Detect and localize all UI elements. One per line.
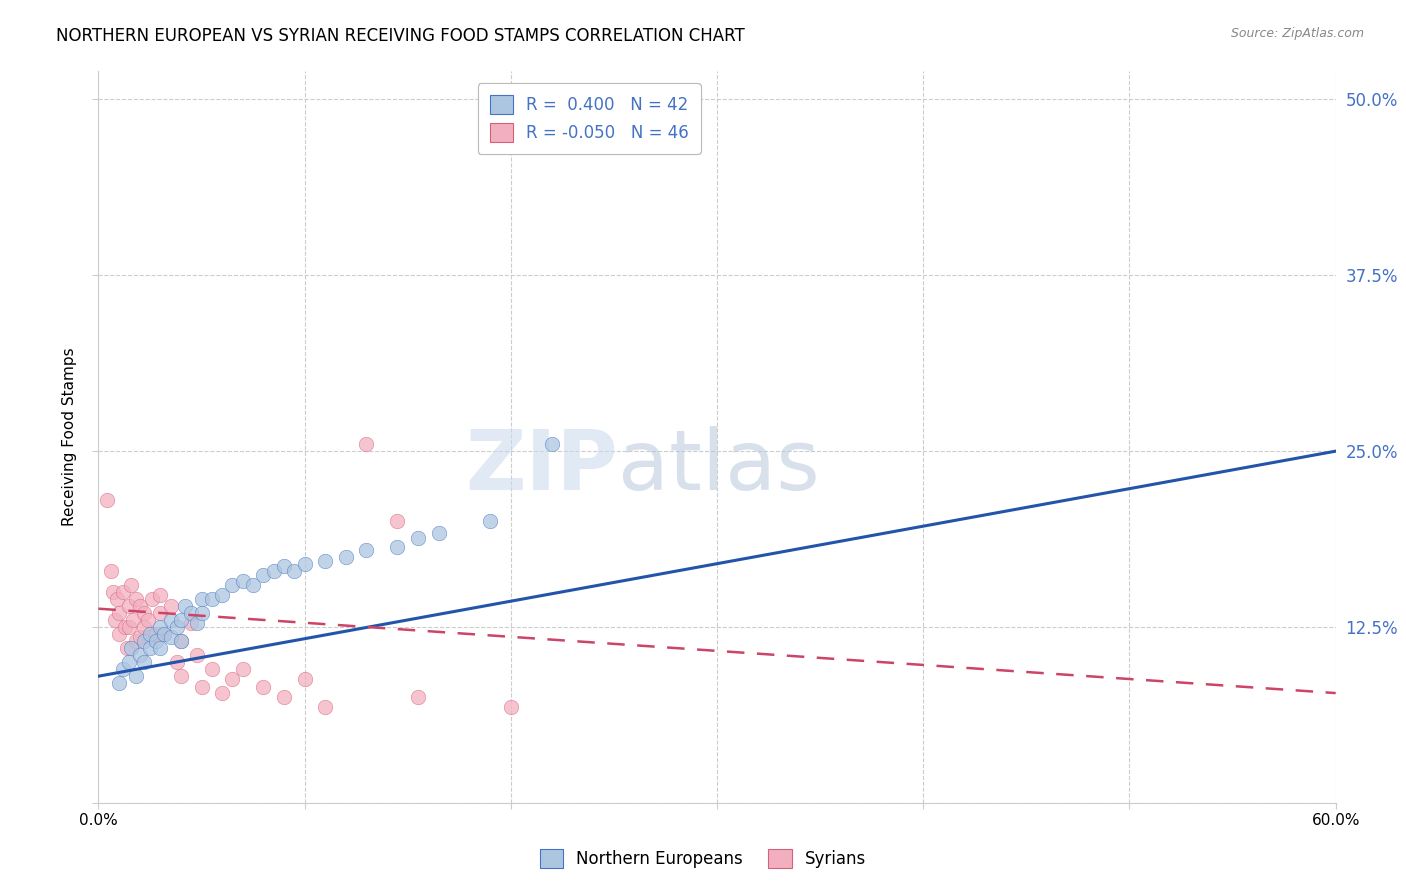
Point [314, 700, 336, 714]
Point [108, 606, 131, 620]
Point [170, 613, 193, 627]
Point [273, 690, 295, 705]
Point [242, 578, 264, 592]
Point [180, 615, 202, 630]
Point [139, 630, 162, 644]
Point [406, 532, 429, 546]
Point [124, 591, 146, 606]
Point [114, 620, 136, 634]
Point [356, 437, 378, 451]
Text: ZIP: ZIP [465, 425, 619, 507]
Point [132, 620, 155, 634]
Point [252, 568, 274, 582]
Point [149, 620, 172, 634]
Point [132, 655, 155, 669]
Legend: R =  0.400   N = 42, R = -0.050   N = 46: R = 0.400 N = 42, R = -0.050 N = 46 [478, 83, 700, 153]
Point [541, 437, 564, 451]
Point [221, 672, 243, 686]
Point [170, 634, 193, 648]
Point [132, 634, 155, 648]
Point [159, 599, 181, 613]
Point [136, 613, 159, 627]
Point [387, 515, 409, 529]
Point [186, 615, 208, 630]
Point [211, 588, 233, 602]
Point [232, 574, 254, 588]
Point [112, 662, 135, 676]
Point [124, 634, 146, 648]
Point [479, 515, 502, 529]
Point [283, 564, 305, 578]
Legend: Northern Europeans, Syrians: Northern Europeans, Syrians [533, 842, 873, 875]
Point [201, 591, 224, 606]
Point [96, 493, 118, 508]
Y-axis label: Receiving Food Stamps: Receiving Food Stamps [62, 348, 77, 526]
Point [108, 676, 131, 690]
Point [122, 613, 145, 627]
Point [232, 662, 254, 676]
Point [101, 584, 124, 599]
Point [149, 588, 172, 602]
Point [117, 641, 139, 656]
Point [149, 641, 172, 656]
Point [170, 634, 193, 648]
Point [139, 627, 162, 641]
Point [273, 559, 295, 574]
Text: Source: ZipAtlas.com: Source: ZipAtlas.com [1230, 27, 1364, 40]
Point [118, 599, 141, 613]
Point [141, 591, 163, 606]
Point [294, 672, 316, 686]
Point [124, 669, 146, 683]
Point [166, 655, 188, 669]
Point [186, 648, 208, 662]
Point [149, 606, 172, 620]
Point [190, 591, 212, 606]
Point [221, 578, 243, 592]
Point [108, 627, 131, 641]
Point [139, 641, 162, 656]
Text: NORTHERN EUROPEAN VS SYRIAN RECEIVING FOOD STAMPS CORRELATION CHART: NORTHERN EUROPEAN VS SYRIAN RECEIVING FO… [56, 27, 745, 45]
Point [120, 578, 142, 592]
Point [145, 634, 167, 648]
Point [201, 662, 224, 676]
Point [263, 564, 285, 578]
Point [170, 669, 193, 683]
Point [211, 686, 233, 700]
Point [118, 655, 141, 669]
Point [128, 648, 150, 662]
Point [190, 606, 212, 620]
Point [145, 627, 167, 641]
Point [427, 525, 450, 540]
Point [190, 681, 212, 695]
Point [128, 630, 150, 644]
Point [180, 606, 202, 620]
Point [166, 620, 188, 634]
Point [654, 128, 676, 142]
Point [153, 627, 176, 641]
Point [100, 564, 122, 578]
Point [132, 606, 155, 620]
Point [356, 542, 378, 557]
Point [252, 681, 274, 695]
Text: atlas: atlas [619, 425, 820, 507]
Point [174, 599, 197, 613]
Point [387, 540, 409, 554]
Point [406, 690, 429, 705]
Point [159, 613, 181, 627]
Point [499, 700, 522, 714]
Point [128, 599, 150, 613]
Point [112, 584, 135, 599]
Point [153, 627, 176, 641]
Point [314, 554, 336, 568]
Point [335, 549, 357, 564]
Point [159, 630, 181, 644]
Point [120, 641, 142, 656]
Point [104, 613, 127, 627]
Point [105, 591, 128, 606]
Point [294, 557, 316, 571]
Point [118, 620, 141, 634]
